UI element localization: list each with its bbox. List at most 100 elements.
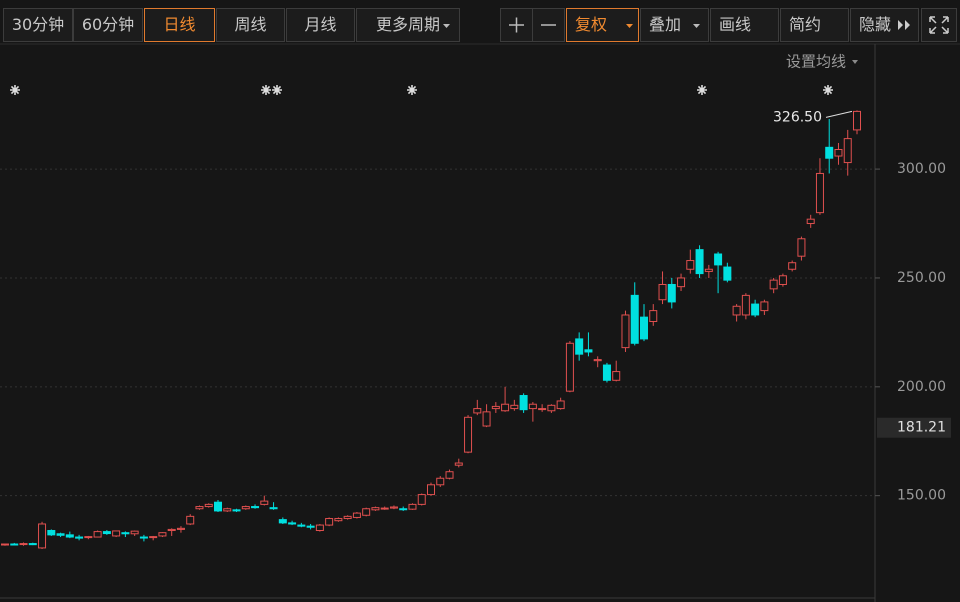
candle-body: [649, 310, 658, 322]
candle-body: [621, 314, 630, 349]
button-label: 60分钟: [81, 15, 135, 34]
zoom-out-button[interactable]: [532, 8, 565, 42]
candle-body: [371, 507, 380, 511]
dropdown-icon: [443, 24, 450, 28]
period-button[interactable]: 月线: [286, 8, 355, 42]
event-marker: [823, 85, 833, 95]
tool-button[interactable]: 复权: [566, 8, 639, 42]
candle-body: [538, 408, 547, 411]
candle-body: [454, 462, 463, 466]
candle-body: [528, 403, 537, 410]
candle-body: [815, 172, 824, 214]
dropdown-icon: [693, 24, 700, 28]
candle-body: [630, 294, 639, 344]
tool-button[interactable]: 简约: [780, 8, 849, 42]
button-label: 隐藏: [859, 15, 892, 34]
period-button[interactable]: 日线: [144, 8, 215, 42]
button-label: 30分钟: [11, 15, 65, 34]
period-button[interactable]: 30分钟: [3, 8, 73, 42]
candle-body: [315, 524, 324, 532]
candle-body: [501, 403, 510, 412]
candle-body: [584, 349, 593, 353]
candle-body: [640, 316, 648, 340]
candle-body: [139, 536, 148, 539]
candle-body: [102, 531, 111, 535]
price-tag-label: 181.21: [897, 420, 946, 436]
candle-body: [806, 218, 815, 225]
candle-body: [186, 515, 195, 525]
candle-body: [417, 494, 426, 505]
dropdown-icon: [626, 24, 633, 28]
tool-button[interactable]: 隐藏: [850, 8, 919, 42]
candle-body: [232, 509, 241, 512]
candle-body: [769, 279, 778, 290]
candle-body: [56, 533, 65, 536]
candle-body: [251, 506, 260, 509]
zoom-in-button[interactable]: [500, 8, 533, 42]
period-button[interactable]: 60分钟: [73, 8, 143, 42]
candle-body: [612, 371, 621, 381]
candle-body: [47, 530, 56, 536]
ma-setting[interactable]: 设置均线: [786, 53, 846, 71]
candle-body: [334, 518, 343, 522]
candle-body: [510, 404, 519, 410]
candle-body: [121, 532, 130, 535]
candle-body: [408, 503, 417, 510]
max-pointer: [825, 110, 853, 118]
candle-body: [176, 527, 185, 530]
tool-button[interactable]: 画线: [710, 8, 779, 42]
candle-body: [28, 543, 37, 546]
y-tick-label: 250.00: [897, 270, 946, 286]
candle-body: [667, 283, 676, 303]
candle-body: [464, 416, 473, 453]
candle-body: [686, 260, 695, 270]
candle-body: [38, 523, 47, 549]
button-label: 更多周期: [375, 15, 440, 34]
candle-body: [149, 536, 158, 539]
candle-body: [399, 508, 408, 511]
candle-body: [677, 277, 686, 288]
candle-body: [602, 364, 611, 381]
button-label: 周线: [234, 15, 267, 34]
candle-body: [751, 303, 760, 316]
button-label: 日线: [163, 15, 196, 34]
candle-body: [565, 342, 574, 392]
candle-body: [112, 530, 121, 537]
candle-body: [482, 411, 491, 427]
button-label: 叠加: [649, 15, 682, 34]
candle-body: [556, 400, 565, 410]
candle-body: [158, 532, 167, 537]
expand-icon: [898, 20, 910, 30]
candle-body: [93, 531, 102, 538]
candle-body: [760, 301, 769, 312]
fullscreen-button[interactable]: [921, 8, 957, 42]
candle-body: [427, 484, 435, 496]
candle-body: [436, 477, 445, 486]
candle-body: [778, 275, 787, 285]
candle-body: [325, 518, 334, 526]
candle-body: [593, 359, 602, 362]
candle-body: [65, 534, 74, 538]
candle-body: [204, 503, 213, 508]
candle-body: [853, 110, 861, 131]
candle-body: [704, 268, 713, 272]
candle-body: [723, 266, 732, 281]
dropdown-icon: [852, 60, 858, 64]
candle-body: [732, 305, 741, 316]
period-button[interactable]: 更多周期: [356, 8, 460, 42]
candle-body: [575, 338, 584, 355]
candle-body: [714, 253, 723, 266]
candle-body: [278, 519, 287, 524]
candle-body: [843, 138, 852, 164]
candle-body: [445, 471, 454, 479]
candle-body: [380, 507, 389, 510]
button-label: 复权: [575, 15, 608, 34]
candle-body: [491, 405, 500, 410]
candle-body: [130, 530, 139, 535]
y-tick-label: 200.00: [897, 379, 946, 395]
y-tick-label: 300.00: [897, 161, 946, 177]
period-button[interactable]: 周线: [216, 8, 285, 42]
max-label: 326.50: [773, 109, 822, 125]
